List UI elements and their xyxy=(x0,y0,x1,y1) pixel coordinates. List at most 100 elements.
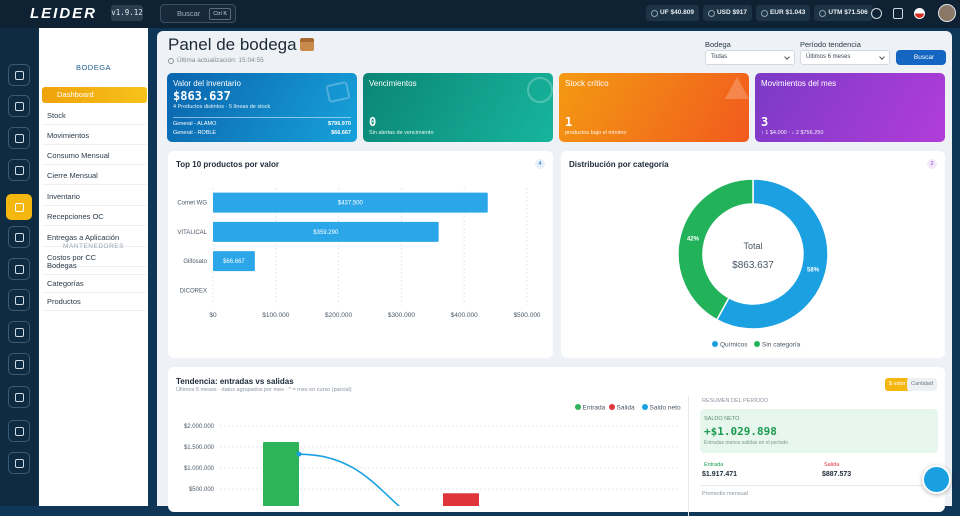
menu-item[interactable]: Inventario xyxy=(42,188,147,206)
menu-item[interactable]: Stock xyxy=(42,107,147,125)
search-box[interactable]: Buscar Ctrl K xyxy=(160,4,236,23)
menu-item[interactable]: Costos por CC xyxy=(42,249,147,267)
panel-title: Tendencia: entradas vs salidas xyxy=(176,377,294,386)
divider xyxy=(688,396,689,516)
menu-item[interactable]: Recepciones OC xyxy=(42,208,147,226)
divider xyxy=(173,117,351,118)
icon-glyph xyxy=(15,427,24,436)
shortcut: Ctrl K xyxy=(209,8,231,20)
kpi-card: Valor del inventario $863.637 4 Producto… xyxy=(167,73,357,142)
net-box: SALDO NETO +$1.029.898 Entradas menos sa… xyxy=(700,409,938,453)
card-icon xyxy=(527,77,553,103)
indicators: UF $40.809 USD $917 EUR $1.043 UTM $71.506 xyxy=(646,5,873,21)
summary-title: RESUMEN DEL PERÍODO xyxy=(702,398,769,404)
chat-button[interactable] xyxy=(922,465,951,494)
icon-glyph xyxy=(15,328,24,337)
kpi-card: Vencimientos 0 Sin alertas de vencimient… xyxy=(363,73,553,142)
nav-icon[interactable] xyxy=(8,353,30,375)
icon-glyph xyxy=(15,360,24,369)
menu: BODEGA Dashboard Stock Movimientos Consumo … xyxy=(39,28,148,506)
icon-glyph xyxy=(15,102,24,111)
help-icon[interactable] xyxy=(871,8,882,19)
nav-icon[interactable] xyxy=(8,159,30,181)
print-icon[interactable] xyxy=(893,8,903,19)
bar-panel: Top 10 productos por valor 4 xyxy=(168,151,553,358)
icon-glyph xyxy=(15,71,24,80)
menu-item[interactable]: Entregas a Aplicación xyxy=(42,229,147,247)
indicator: EUR $1.043 xyxy=(755,5,811,21)
in-label: Entrada xyxy=(704,462,724,468)
nav-icon[interactable] xyxy=(8,258,30,280)
nav-icon[interactable] xyxy=(8,127,30,149)
menu-item[interactable]: Categorías xyxy=(42,275,147,293)
menu-item[interactable]: Consumo Mensual xyxy=(42,147,147,165)
icon-glyph xyxy=(15,459,24,468)
nav-icon[interactable] xyxy=(8,321,30,343)
card-title: Valor del inventario xyxy=(173,79,241,88)
nav-icon[interactable] xyxy=(8,386,30,408)
avatar[interactable] xyxy=(938,4,956,22)
count-badge: 4 xyxy=(535,159,545,169)
icon-glyph xyxy=(15,203,24,212)
count-badge: 2 xyxy=(927,159,937,169)
out-label: Salida xyxy=(824,462,840,468)
filter-label: Período tendencia xyxy=(800,40,861,49)
nav-icon[interactable] xyxy=(8,226,30,248)
card-value: $863.637 xyxy=(173,89,231,103)
row-label: General - ROBLE xyxy=(173,130,217,136)
nav-icon[interactable] xyxy=(6,194,32,220)
icon-sidebar xyxy=(0,28,38,506)
kpi-card: Stock crítico 1 productos bajo el mínimo xyxy=(559,73,749,142)
logo[interactable]: LEIDER xyxy=(30,5,98,22)
search-placeholder: Buscar xyxy=(177,9,201,18)
card-title: Stock crítico xyxy=(565,79,609,88)
nav-icon[interactable] xyxy=(8,289,30,311)
indicator: UF $40.809 xyxy=(646,5,699,21)
in-value: $1.917.471 xyxy=(702,471,738,478)
icon-glyph xyxy=(15,296,24,305)
flag-icon[interactable] xyxy=(914,8,925,19)
card-value: 0 xyxy=(369,115,377,129)
top-bar: LEIDER v1.9.12 Buscar Ctrl K UF $40.809 US… xyxy=(0,0,960,28)
menu-item[interactable]: Cierre Mensual xyxy=(42,167,147,185)
nav-icon[interactable] xyxy=(8,95,30,117)
filter-select[interactable]: Últimos 6 meses xyxy=(800,50,890,65)
icon-glyph xyxy=(15,233,24,242)
net-note: Entradas menos salidas en el período xyxy=(704,440,788,446)
card-title: Movimientos del mes xyxy=(761,79,837,88)
search-button[interactable]: Buscar xyxy=(896,50,946,65)
menu-section: BODEGA xyxy=(75,63,112,72)
menu-item[interactable]: Movimientos xyxy=(42,127,147,145)
card-note: 4 Productos distintos · 5 líneas de stoc… xyxy=(173,104,271,110)
version-badge: v1.9.12 xyxy=(111,5,143,21)
icon-glyph xyxy=(15,166,24,175)
icon-glyph xyxy=(15,134,24,143)
net-label: SALDO NETO xyxy=(704,416,740,422)
menu-item[interactable]: Dashboard xyxy=(42,87,147,103)
panel-subtitle: Últimos 6 meses · datos agrupados por me… xyxy=(176,387,352,393)
avg-label: Promedio mensual xyxy=(702,491,748,497)
menu-section: MANTENEDORES xyxy=(63,243,124,250)
card-note: productos bajo el mínimo xyxy=(565,130,627,136)
menu-item[interactable]: Bodegas xyxy=(42,257,147,275)
toggle-option[interactable]: $ valor xyxy=(885,378,910,391)
menu-item[interactable]: Productos xyxy=(42,293,147,311)
filter-select[interactable]: Todas xyxy=(705,50,795,65)
panel-title: Top 10 productos por valor xyxy=(176,160,279,169)
last-update: Última actualización: 15:04:55 xyxy=(168,57,264,64)
indicator: UTM $71.506 xyxy=(814,5,873,21)
row-value: $796.970 xyxy=(328,121,351,127)
indicator: USD $917 xyxy=(702,5,752,21)
card-icon xyxy=(325,80,351,104)
row-value: $66.667 xyxy=(331,130,351,136)
box-icon xyxy=(300,38,314,51)
toggle-option[interactable]: Cantidad xyxy=(907,378,938,391)
card-icon xyxy=(725,77,749,99)
card-value: 3 xyxy=(761,115,769,129)
divider xyxy=(700,485,938,486)
card-note: Sin alertas de vencimiento xyxy=(369,130,434,136)
nav-icon[interactable] xyxy=(8,420,30,442)
nav-icon[interactable] xyxy=(8,64,30,86)
nav-icon[interactable] xyxy=(8,452,30,474)
